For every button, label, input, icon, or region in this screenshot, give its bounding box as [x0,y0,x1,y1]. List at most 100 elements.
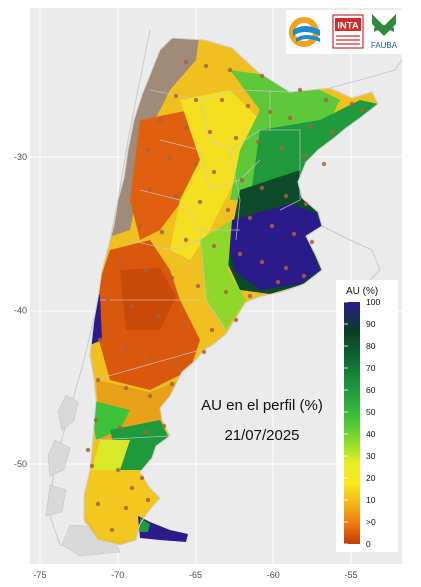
station-point [145,147,151,153]
y-tick-label: -40 [14,306,27,316]
station-point [117,425,123,431]
station-point [259,185,265,191]
station-point [301,153,307,159]
x-tick-label: -65 [189,570,202,580]
legend-label: 50 [366,407,376,417]
station-point [183,237,189,243]
station-point [143,429,149,435]
station-point [143,267,149,273]
station-point [307,123,313,129]
station-point [297,87,303,93]
station-point [303,201,309,207]
station-point [197,199,203,205]
station-point [275,279,281,285]
x-tick-label: -60 [267,570,280,580]
station-point [93,417,99,423]
station-point [147,393,153,399]
station-point [219,97,225,103]
tierra-del-fuego [138,516,188,542]
station-point [283,193,289,199]
station-point [211,243,217,249]
x-tick-label: -75 [33,570,46,580]
legend-label: 60 [366,385,376,395]
fauba-logo-text: FAUBA [371,41,398,50]
station-point [167,155,173,161]
station-point [115,467,121,473]
station-point [123,345,129,351]
station-point [323,97,329,103]
legend-colorbar [344,302,360,544]
station-point [159,229,165,235]
y-tick-label: -30 [14,152,27,162]
neighbor-countries [47,29,403,553]
station-point [279,145,285,151]
station-point [173,361,179,367]
inta-logo: INTA [332,14,364,49]
x-axis-ticks: -75 -70 -65 -60 -55 [33,570,357,580]
station-point [287,115,293,121]
argentina-outline [83,37,379,546]
y-axis-ticks: -30 -40 -50 [14,152,27,469]
station-point [123,505,129,511]
station-point [259,259,265,265]
station-point [227,67,233,73]
inta-logo-text: INTA [337,21,359,32]
x-tick-label: -55 [344,570,357,580]
map-annotation-date: 21/07/2025 [224,427,299,444]
station-point [329,129,335,135]
x-tick-label: -70 [111,570,124,580]
legend-title: AU (%) [346,286,378,297]
station-point [209,327,215,333]
station-point [237,251,243,257]
station-point [109,527,115,533]
station-point [349,101,355,107]
station-point [173,93,179,99]
station-point [173,193,179,199]
station-point [105,297,111,303]
station-point [117,259,123,265]
legend: AU (%) 100 90 80 70 60 50 40 30 20 10 >0 0 [336,280,398,552]
station-point [147,187,153,193]
legend-label: 30 [366,451,376,461]
station-point [183,125,189,131]
station-point [259,73,265,79]
station-point [359,107,365,113]
legend-labels: 100 90 80 70 60 50 40 30 20 10 >0 0 [344,297,380,549]
station-point [223,289,229,295]
station-point [129,303,135,309]
station-point [195,283,201,289]
station-point [255,139,261,145]
station-point [321,161,327,167]
legend-label: 40 [366,429,376,439]
legend-label: >0 [366,517,376,527]
station-point [97,337,103,343]
station-point [233,317,239,323]
station-point [161,423,167,429]
legend-label: 90 [366,319,376,329]
station-points [85,59,365,533]
legend-label: 100 [366,297,380,307]
station-point [147,355,153,361]
y-tick-label: -50 [14,459,27,469]
station-point [247,293,253,299]
station-point [269,223,275,229]
station-point [203,63,209,69]
station-point [201,349,207,355]
station-point [233,135,239,141]
station-point [193,97,199,103]
legend-label: 80 [366,341,376,351]
station-point [129,485,135,491]
station-point [239,177,245,183]
station-point [155,313,161,319]
legend-label: 0 [366,539,371,549]
station-point [225,207,231,213]
station-point [207,129,213,135]
station-point [193,161,199,167]
legend-label: 20 [366,473,376,483]
station-point [291,231,297,237]
station-point [95,377,101,383]
legend-label: 70 [366,363,376,373]
station-point [137,223,143,229]
station-point [283,265,289,271]
